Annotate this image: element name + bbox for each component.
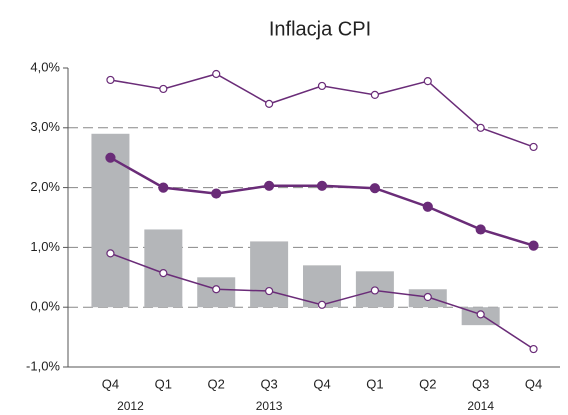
marker: [159, 269, 168, 278]
marker: [370, 286, 379, 295]
y-tick-label: 4,0%: [30, 59, 60, 74]
y-tick-label: 2,0%: [30, 179, 60, 194]
chart-title: Inflacja CPI: [269, 18, 371, 40]
marker: [316, 180, 328, 191]
marker: [422, 201, 433, 212]
year-label: 2014: [467, 399, 494, 413]
marker: [370, 90, 379, 100]
marker: [105, 152, 116, 163]
marker: [317, 300, 327, 309]
bar: [303, 265, 341, 308]
marker: [476, 123, 485, 132]
marker: [265, 286, 274, 296]
x-tick-label: Q4: [525, 376, 542, 391]
marker: [529, 344, 538, 354]
x-tick-label: Q1: [155, 376, 172, 391]
y-tick-label: 0,0%: [30, 299, 60, 314]
x-tick-label: Q1: [366, 376, 383, 391]
marker: [212, 69, 221, 79]
y-tick-label: 1,0%: [30, 239, 60, 254]
marker: [369, 183, 380, 194]
y-tick-label: -1,0%: [26, 358, 60, 373]
y-tick-label: 3,0%: [30, 119, 60, 134]
marker: [106, 75, 115, 85]
marker: [264, 180, 275, 191]
marker: [159, 84, 168, 94]
x-tick-label: Q2: [419, 376, 436, 391]
x-tick-label: Q2: [208, 376, 225, 391]
x-tick-label: Q3: [472, 376, 489, 391]
year-label: 2012: [117, 399, 144, 413]
x-tick-label: Q4: [102, 376, 119, 391]
marker: [475, 224, 486, 235]
marker: [212, 285, 221, 294]
year-label: 2013: [256, 399, 283, 413]
marker: [106, 249, 115, 258]
marker: [423, 77, 432, 86]
marker: [423, 292, 432, 302]
x-tick-label: Q4: [313, 376, 330, 391]
x-tick-label: Q3: [260, 376, 277, 391]
marker: [476, 310, 485, 319]
marker: [528, 240, 539, 251]
marker: [265, 99, 274, 108]
marker: [158, 182, 169, 193]
marker: [317, 81, 327, 91]
marker: [211, 188, 222, 199]
marker: [529, 142, 538, 152]
bar: [250, 241, 289, 308]
